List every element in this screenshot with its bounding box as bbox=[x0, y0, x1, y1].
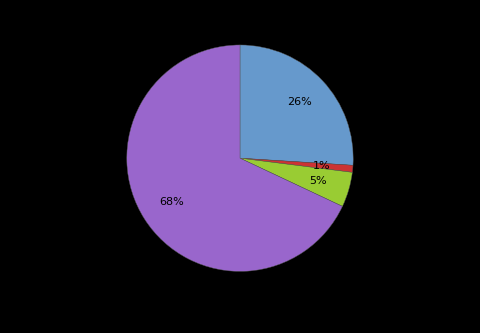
Wedge shape bbox=[240, 45, 353, 165]
Wedge shape bbox=[240, 158, 352, 206]
Text: 1%: 1% bbox=[312, 161, 330, 171]
Text: 26%: 26% bbox=[287, 97, 312, 107]
Text: 68%: 68% bbox=[159, 197, 183, 207]
Legend: Wages & Salaries, Employee Benefits, Operating Expenses, Safety Net: Wages & Salaries, Employee Benefits, Ope… bbox=[57, 330, 423, 333]
Wedge shape bbox=[240, 158, 353, 172]
Wedge shape bbox=[127, 45, 342, 271]
Text: 5%: 5% bbox=[310, 176, 327, 186]
